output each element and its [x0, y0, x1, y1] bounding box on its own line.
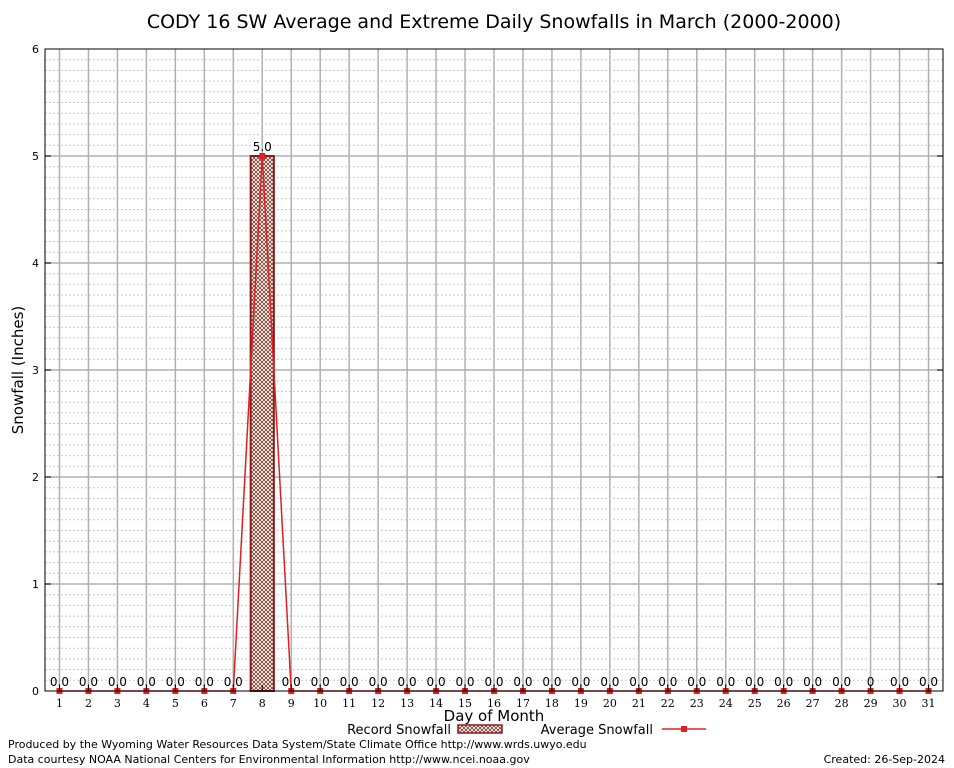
average-marker: [259, 153, 266, 159]
y-tick-label: 5: [32, 150, 39, 163]
x-axis-label: Day of Month: [444, 707, 545, 725]
data-label: 0.0: [398, 675, 417, 689]
data-label: 0.0: [745, 675, 764, 689]
chart-title: CODY 16 SW Average and Extreme Daily Sno…: [147, 11, 841, 33]
data-label: 0.0: [455, 675, 474, 689]
data-labels: 0.0 0.0 0.0 0.0 0.0 0.0 0.0 5.0 0.0 0.0 0.0 0.0 0.0 0…: [50, 140, 938, 689]
x-tick-label: 25: [748, 697, 762, 710]
data-label: 0.0: [571, 675, 590, 689]
x-tick-label: 12: [371, 697, 385, 710]
x-tick-label: 9: [288, 697, 295, 710]
grid-lines: [45, 49, 943, 691]
x-tick-label: 1: [56, 697, 63, 710]
x-axis-ticks: 1 2 3 4 5 6 7 8 9 10 11 12 13 14 15 16 17 18 19 20 21 22 23 24 2…: [56, 685, 936, 710]
data-label: 0.0: [890, 675, 909, 689]
x-tick-label: 29: [864, 697, 878, 710]
x-tick-label: 31: [922, 697, 936, 710]
x-tick-label: 18: [545, 697, 559, 710]
data-label: 0.0: [513, 675, 532, 689]
data-label: 0.0: [311, 675, 330, 689]
x-tick-label: 24: [719, 697, 733, 710]
data-label: 0: [867, 675, 875, 689]
y-tick-label: 6: [32, 43, 39, 56]
data-label: 0.0: [716, 675, 735, 689]
data-label: 0.0: [803, 675, 822, 689]
x-tick-label: 23: [690, 697, 704, 710]
data-label: 0.0: [166, 675, 185, 689]
x-tick-label: 8: [259, 697, 266, 710]
x-tick-label: 10: [313, 697, 327, 710]
x-tick-label: 30: [893, 697, 907, 710]
x-tick-label: 16: [487, 697, 501, 710]
y-axis-label: Snowfall (Inches): [9, 306, 27, 434]
data-label: 0.0: [108, 675, 127, 689]
data-label: 0.0: [340, 675, 359, 689]
x-tick-label: 5: [172, 697, 179, 710]
data-label: 0.0: [658, 675, 677, 689]
x-tick-label: 26: [777, 697, 791, 710]
x-tick-label: 17: [516, 697, 530, 710]
record-bars: [249, 155, 275, 692]
x-tick-label: 13: [400, 697, 414, 710]
data-label: 0.0: [542, 675, 561, 689]
x-tick-label: 20: [603, 697, 617, 710]
x-tick-label: 27: [806, 697, 820, 710]
legend: Record Snowfall Average Snowfall: [347, 723, 706, 738]
y-tick-label: 1: [32, 578, 39, 591]
data-label: 0.0: [224, 675, 243, 689]
data-label: 0.0: [774, 675, 793, 689]
data-label: 0.0: [600, 675, 619, 689]
data-label: 0.0: [919, 675, 938, 689]
data-label: 0.0: [369, 675, 388, 689]
data-label: 0.0: [137, 675, 156, 689]
x-tick-label: 2: [85, 697, 92, 710]
footer-data-courtesy: Data courtesy NOAA National Centers for …: [8, 753, 530, 766]
data-label: 0.0: [832, 675, 851, 689]
data-label: 0.0: [79, 675, 98, 689]
data-label: 0.0: [282, 675, 301, 689]
x-tick-label: 14: [429, 697, 443, 710]
data-label: 0.0: [687, 675, 706, 689]
x-tick-label: 7: [230, 697, 237, 710]
y-tick-label: 3: [32, 364, 39, 377]
x-tick-label: 19: [574, 697, 588, 710]
y-axis-ticks: 0 1 2 3 4 5 6: [32, 43, 943, 698]
data-label: 0.0: [629, 675, 648, 689]
data-label: 0.0: [195, 675, 214, 689]
y-tick-label: 0: [32, 685, 39, 698]
legend-record-swatch: [457, 724, 503, 734]
footer-produced-by: Produced by the Wyoming Water Resources …: [8, 738, 587, 751]
data-label: 0.0: [484, 675, 503, 689]
y-tick-label: 2: [32, 471, 39, 484]
x-tick-label: 6: [201, 697, 208, 710]
legend-average-label: Average Snowfall: [541, 723, 653, 738]
record-bar: [249, 155, 275, 692]
x-tick-label: 11: [342, 697, 356, 710]
x-tick-label: 4: [143, 697, 150, 710]
x-tick-label: 21: [632, 697, 646, 710]
x-tick-label: 3: [114, 697, 121, 710]
legend-average-marker: [681, 726, 687, 732]
footer-created: Created: 26-Sep-2024: [823, 753, 945, 766]
x-tick-label: 22: [661, 697, 675, 710]
x-tick-label: 15: [458, 697, 472, 710]
x-tick-label: 28: [835, 697, 849, 710]
legend-record-label: Record Snowfall: [347, 723, 451, 738]
y-tick-label: 4: [32, 257, 39, 270]
data-label: 0.0: [50, 675, 69, 689]
data-label: 5.0: [253, 140, 272, 154]
data-label: 0.0: [427, 675, 446, 689]
